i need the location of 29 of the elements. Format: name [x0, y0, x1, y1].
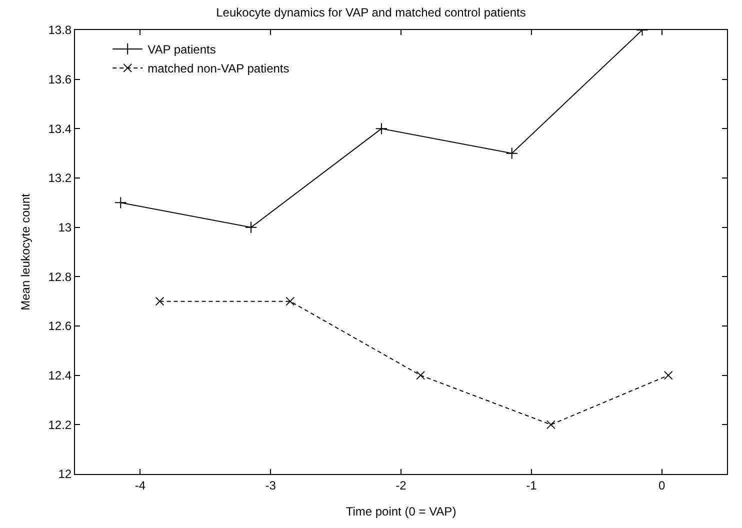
x-axis-title: Time point (0 = VAP)	[346, 504, 456, 518]
y-tick-label: 12.8	[48, 270, 72, 284]
point	[416, 370, 426, 380]
point	[155, 296, 164, 306]
y-tick-label: 12.6	[48, 319, 72, 334]
point	[546, 420, 556, 430]
y-tick-label: 12.4	[48, 368, 72, 383]
y-tick-label: 13.2	[48, 171, 72, 186]
point	[286, 296, 295, 306]
point	[244, 221, 258, 234]
x-tick-label: -1	[526, 478, 538, 492]
point	[114, 196, 127, 209]
y-tick-label: 12.2	[48, 418, 72, 432]
point	[375, 122, 388, 135]
x-tick-label: -3	[265, 478, 276, 492]
y-tick-label: 13.4	[48, 122, 72, 136]
point	[506, 147, 518, 160]
x-tick-label: -4	[134, 478, 146, 492]
x-tick-label: -2	[396, 478, 407, 492]
y-tick-label: 13	[58, 220, 72, 235]
legend-label: VAP patients	[148, 42, 216, 57]
chart-title: Leukocyte dynamics for VAP and matched control patients	[216, 5, 526, 20]
y-tick-label: 12	[58, 467, 72, 482]
y-tick-label: 13.6	[48, 72, 72, 87]
legend-label: matched non-VAP patients	[148, 62, 290, 76]
x-tick-label: 0	[658, 478, 666, 492]
point	[664, 370, 673, 380]
y-tick-label: 13.8	[48, 23, 72, 38]
y-axis-title: Mean leukocyte count	[18, 192, 33, 310]
